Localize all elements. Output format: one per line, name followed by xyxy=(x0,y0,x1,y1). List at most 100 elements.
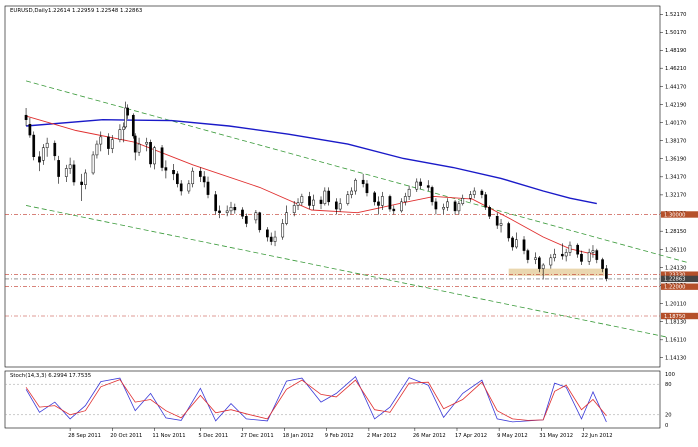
candle-body xyxy=(484,194,488,208)
y-tick-label: 1.14130 xyxy=(665,356,686,362)
candle-body xyxy=(241,209,244,217)
candle-body xyxy=(354,179,357,192)
candle-body xyxy=(149,142,152,165)
candle-body xyxy=(453,201,457,212)
candle xyxy=(110,135,114,154)
candle-body xyxy=(526,250,530,260)
y-tick-label: 1.42190 xyxy=(665,102,686,108)
candle xyxy=(499,218,503,233)
candle-body xyxy=(137,143,141,153)
candle xyxy=(591,245,595,258)
candle xyxy=(373,191,376,206)
candle-body xyxy=(560,253,564,257)
y-tick-label: 1.24130 xyxy=(665,265,686,271)
candle-body xyxy=(350,190,354,195)
candle-body xyxy=(95,143,99,156)
candle xyxy=(311,194,315,210)
candle-body xyxy=(346,194,350,204)
candle xyxy=(605,265,608,282)
candle-body xyxy=(38,156,41,163)
candle xyxy=(400,198,403,213)
y-tick-label: 1.44170 xyxy=(665,84,686,90)
candle-body xyxy=(126,107,129,116)
candle-body xyxy=(373,192,376,203)
candle xyxy=(553,248,557,262)
candle xyxy=(32,131,36,161)
candle-body xyxy=(469,194,472,199)
candle-body xyxy=(446,201,449,208)
candle xyxy=(285,205,288,226)
candle-body xyxy=(507,223,511,239)
candle-body xyxy=(202,176,206,183)
candle-body xyxy=(233,207,237,211)
candle xyxy=(53,140,57,161)
candle xyxy=(308,191,311,210)
candle xyxy=(199,167,202,182)
candle-body xyxy=(218,210,221,213)
candle-body xyxy=(419,181,422,186)
candle-body xyxy=(430,187,434,203)
candle xyxy=(187,180,191,194)
candle xyxy=(511,236,514,251)
candle-body xyxy=(41,147,45,161)
candle xyxy=(124,101,128,129)
candle xyxy=(560,243,564,260)
candle xyxy=(292,200,296,217)
candle xyxy=(380,191,384,210)
candle xyxy=(172,163,175,181)
candle-body xyxy=(365,183,369,194)
candle xyxy=(41,144,45,165)
candle xyxy=(587,248,591,266)
candle xyxy=(495,212,499,229)
candle-body xyxy=(457,203,461,212)
y-tick-label: 1.50170 xyxy=(665,30,686,36)
candle xyxy=(601,257,604,273)
candle-body xyxy=(124,107,128,128)
candle-body xyxy=(24,114,28,120)
candle xyxy=(202,171,206,188)
level-price-tag xyxy=(661,312,698,320)
candle-body xyxy=(327,190,331,203)
candle xyxy=(549,254,553,269)
candle-body xyxy=(564,252,568,257)
candle-body xyxy=(407,188,411,197)
candle xyxy=(580,250,583,266)
y-tick-label: 1.52170 xyxy=(665,12,686,18)
y-tick-label: 1.38170 xyxy=(665,139,686,145)
candle xyxy=(24,107,28,127)
candle xyxy=(515,232,518,249)
candle xyxy=(258,211,262,233)
candle-body xyxy=(499,223,503,226)
ohlc-readout: 1.22614 1.22959 1.22548 1.22863 xyxy=(48,8,142,14)
candle xyxy=(338,198,342,212)
candle-body xyxy=(300,196,304,203)
x-tick-label: 20 Oct 2011 xyxy=(110,433,142,439)
candle-body xyxy=(595,250,599,260)
stoch-line xyxy=(25,379,607,421)
candle-body xyxy=(281,223,285,238)
candle-body xyxy=(461,197,465,204)
candle-body xyxy=(84,172,87,185)
candle xyxy=(526,248,530,264)
stoch-line xyxy=(25,375,607,423)
y-tick-label: 1.48190 xyxy=(665,48,686,54)
candle xyxy=(107,133,110,155)
candle-body xyxy=(32,134,36,157)
stochastic-title: Stoch(14,3,3) 6.2994 17.7535 xyxy=(10,373,91,379)
y-tick-label: 1.28150 xyxy=(665,229,686,235)
candle xyxy=(68,157,72,174)
candle xyxy=(225,205,229,217)
candle xyxy=(191,167,195,188)
candle xyxy=(457,200,461,215)
candle xyxy=(241,207,244,219)
candle xyxy=(72,160,76,186)
candle-body xyxy=(534,257,537,260)
candle-body xyxy=(206,181,210,195)
candle xyxy=(38,151,41,172)
x-tick-label: 27 Dec 2011 xyxy=(240,433,273,439)
candle xyxy=(64,164,68,182)
trend-channel-upper xyxy=(25,80,687,263)
candle-body xyxy=(225,210,229,213)
x-axis: 28 Sep 2011 20 Oct 2011 11 Nov 2011 5 Dec 2… xyxy=(68,428,613,439)
y-tick-label: 1.16110 xyxy=(665,338,686,344)
